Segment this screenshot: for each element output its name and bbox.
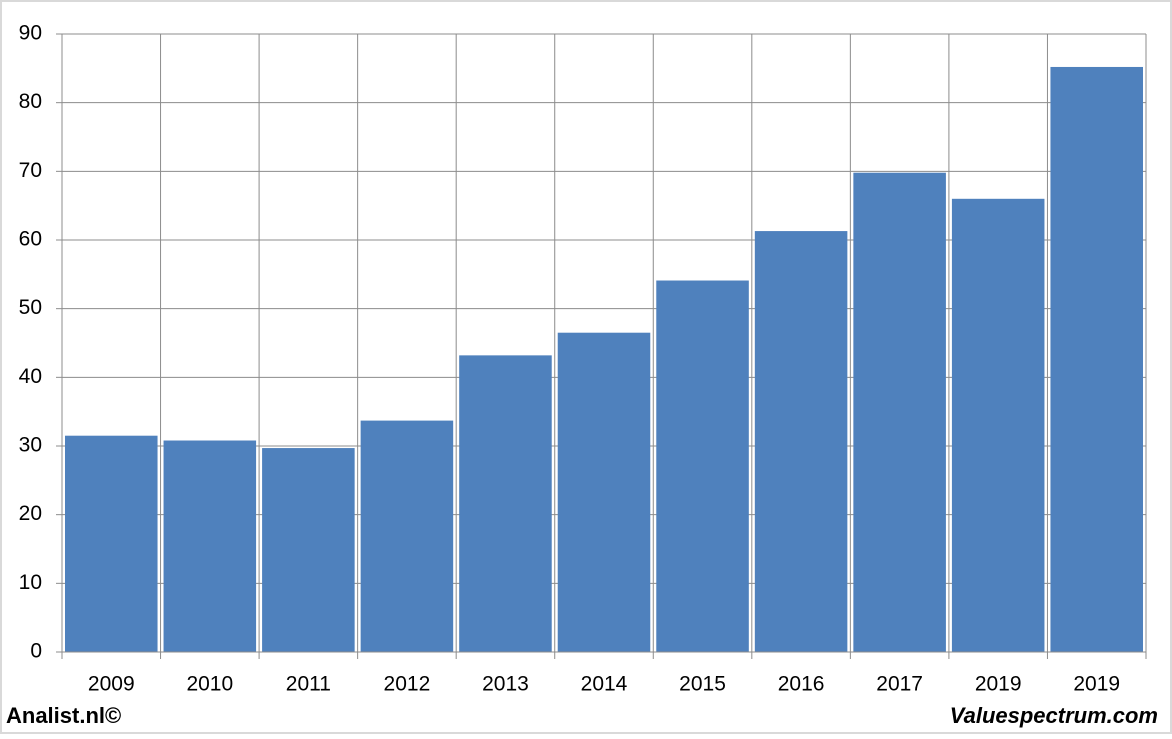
bar: [360, 420, 454, 652]
bar: [459, 355, 552, 652]
bar: [65, 435, 158, 652]
y-tick-label: 10: [19, 571, 42, 594]
y-tick-label: 0: [30, 640, 42, 663]
y-tick-label: 40: [19, 365, 42, 388]
x-tick-label: 2011: [286, 673, 331, 696]
x-tick-label: 2010: [186, 673, 233, 696]
bar: [163, 440, 257, 652]
y-tick-label: 30: [19, 434, 42, 457]
bar: [557, 332, 651, 652]
y-tick-label: 50: [19, 296, 42, 319]
bar: [951, 198, 1045, 653]
bar: [656, 280, 749, 652]
x-tick-label: 2017: [876, 673, 923, 696]
y-tick-label: 90: [19, 22, 42, 45]
x-tick-label: 2015: [679, 673, 726, 696]
x-tick-label: 2019: [975, 673, 1022, 696]
x-tick-label: 2016: [778, 673, 825, 696]
y-tick-label: 80: [19, 90, 42, 113]
x-tick-label: 2013: [482, 673, 529, 696]
bar: [1050, 66, 1143, 652]
x-tick-label: 2009: [88, 673, 135, 696]
bar: [853, 172, 946, 652]
y-tick-label: 20: [19, 502, 42, 525]
footer-left: Analist.nl©: [6, 703, 121, 728]
x-tick-label: 2012: [384, 673, 431, 696]
bar: [262, 448, 355, 652]
y-tick-label: 60: [19, 228, 42, 251]
bar: [754, 231, 848, 652]
x-tick-label: 2019: [1073, 673, 1120, 696]
x-tick-label: 2014: [581, 673, 628, 696]
y-tick-label: 70: [19, 159, 42, 182]
footer-right: Valuespectrum.com: [950, 703, 1158, 728]
